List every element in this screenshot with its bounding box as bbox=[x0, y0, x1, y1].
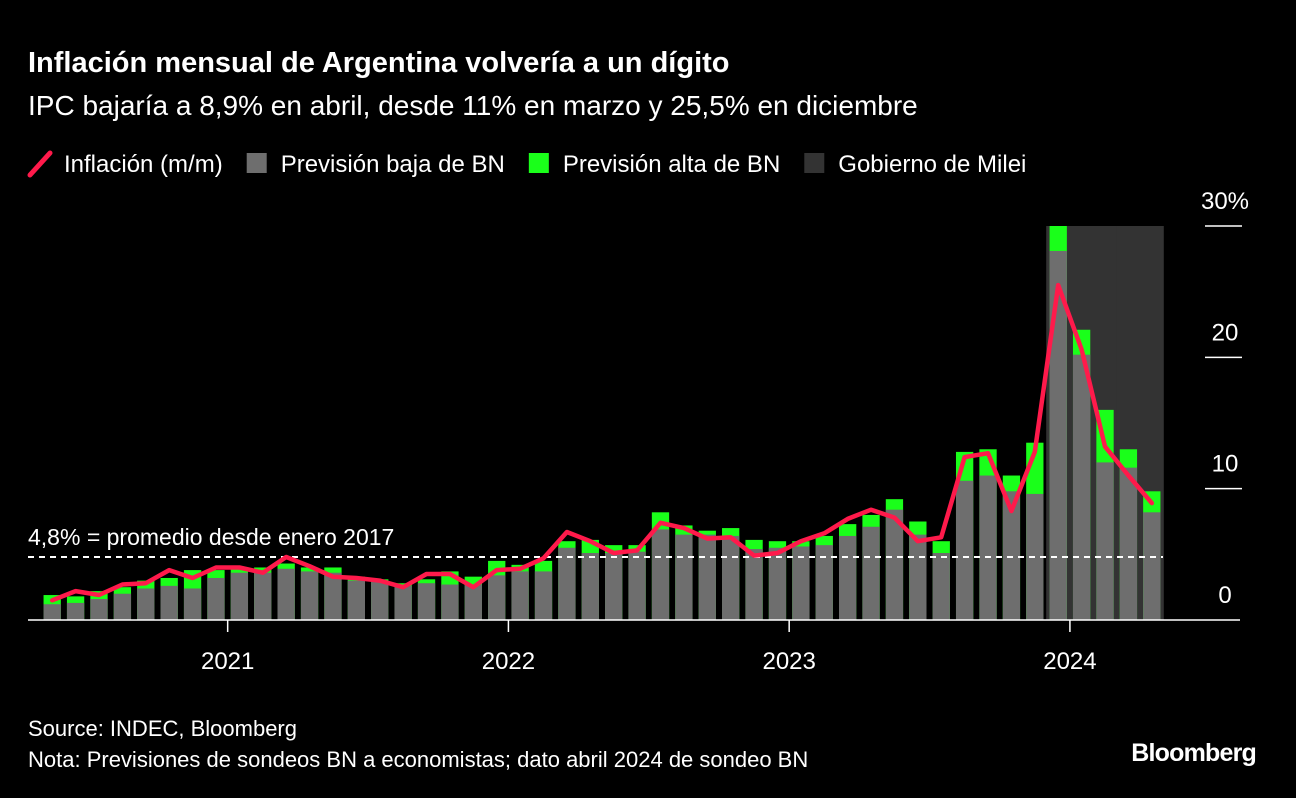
bar bbox=[277, 568, 295, 620]
x-tick-label: 2022 bbox=[482, 648, 535, 675]
bar bbox=[324, 572, 342, 620]
y-tick-label: 20 bbox=[1212, 319, 1239, 346]
bar bbox=[628, 551, 646, 620]
bar bbox=[113, 593, 132, 620]
legend-label: Previsión alta de BN bbox=[563, 151, 780, 178]
bar bbox=[464, 584, 482, 620]
bar bbox=[90, 598, 108, 620]
bar bbox=[137, 588, 155, 620]
y-tick-label: 0 bbox=[1218, 582, 1231, 609]
bar bbox=[1119, 467, 1138, 620]
legend-label: Previsión baja de BN bbox=[281, 151, 505, 178]
legend-swatch bbox=[528, 153, 549, 173]
bar bbox=[815, 545, 833, 620]
bar bbox=[534, 571, 553, 620]
bar bbox=[675, 534, 693, 620]
bar bbox=[511, 571, 529, 620]
bar bbox=[417, 583, 436, 620]
note: Nota: Previsiones de sondeos BN a econom… bbox=[28, 747, 808, 772]
chart-title: Inflación mensual de Argentina volvería … bbox=[28, 47, 730, 79]
bar bbox=[885, 509, 904, 620]
x-tick-label: 2024 bbox=[1043, 648, 1096, 675]
bar bbox=[371, 580, 389, 620]
bar bbox=[979, 475, 997, 620]
legend-swatch bbox=[804, 153, 825, 173]
bar bbox=[722, 535, 740, 620]
chart-subtitle: IPC bajaría a 8,9% en abril, desde 11% e… bbox=[28, 90, 918, 121]
bar bbox=[1072, 354, 1091, 620]
bar bbox=[1002, 491, 1021, 620]
bar bbox=[792, 546, 810, 620]
bar bbox=[394, 585, 412, 620]
bar bbox=[932, 553, 950, 620]
bar bbox=[862, 526, 880, 620]
annotation: 4,8% = promedio desde enero 2017 bbox=[28, 524, 394, 550]
bar bbox=[230, 572, 249, 620]
logo: Bloomberg bbox=[1131, 739, 1256, 767]
legend-swatch bbox=[246, 153, 267, 173]
bar bbox=[651, 529, 670, 620]
bar bbox=[768, 547, 787, 620]
bar bbox=[558, 547, 576, 620]
bar bbox=[347, 580, 366, 620]
line bbox=[49, 282, 1155, 603]
legend-label: Gobierno de Milei bbox=[838, 151, 1026, 178]
x-tick-label: 2023 bbox=[762, 648, 815, 675]
y-tick-label: 30% bbox=[1201, 188, 1249, 215]
bar bbox=[43, 604, 61, 620]
bar bbox=[441, 584, 459, 620]
bar bbox=[207, 577, 225, 620]
bar bbox=[300, 571, 319, 620]
bar bbox=[838, 535, 857, 620]
bar bbox=[160, 585, 178, 620]
y-tick-label: 10 bbox=[1212, 451, 1239, 478]
bar bbox=[909, 534, 927, 620]
bar bbox=[183, 588, 202, 620]
bar bbox=[254, 572, 272, 620]
bar bbox=[488, 575, 506, 620]
bar bbox=[955, 480, 974, 620]
bar bbox=[581, 553, 599, 620]
bar bbox=[66, 602, 85, 620]
bar bbox=[745, 549, 763, 620]
bar bbox=[1143, 512, 1161, 620]
x-tick-label: 2021 bbox=[201, 648, 254, 675]
legend-swatch bbox=[27, 150, 53, 178]
bar bbox=[698, 534, 716, 620]
bar bbox=[1096, 462, 1114, 620]
bar bbox=[1049, 250, 1067, 620]
bar bbox=[605, 553, 623, 620]
legend-label: Inflación (m/m) bbox=[64, 151, 223, 178]
source: Source: INDEC, Bloomberg bbox=[28, 716, 297, 741]
